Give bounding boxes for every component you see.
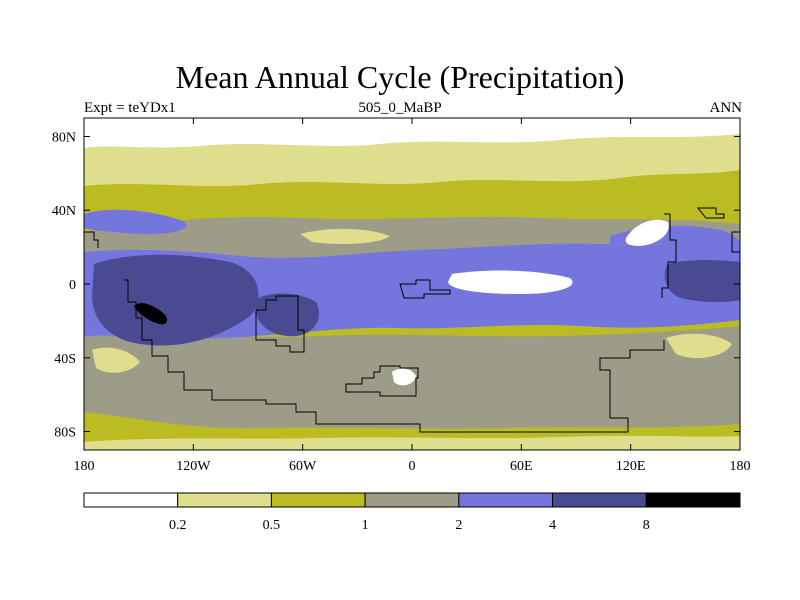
field-north-pacific-track [84, 209, 187, 235]
y-tick-label: 80S [54, 426, 76, 441]
field-dry-patch-2 [625, 219, 669, 246]
field-tropical-maximum [92, 254, 259, 346]
colorbar-label: 0.5 [263, 518, 281, 533]
colorbar-box [270, 492, 366, 508]
field-dry-patch-7 [300, 228, 390, 244]
x-tick-label: 60E [510, 459, 533, 474]
y-tick-label: 80N [52, 130, 76, 145]
field-east-maximum [664, 260, 740, 303]
continent-outlines [84, 207, 740, 433]
field-dry-patch-3 [392, 368, 416, 386]
coastline-eastern-edge [731, 231, 740, 253]
coastline-western-edge [84, 231, 99, 248]
field-secondary-maximum [256, 293, 320, 337]
x-tick-label: 120W [176, 459, 211, 474]
y-tick-label: 40N [52, 204, 76, 219]
coastline-southern-island [345, 365, 419, 397]
field-dry-patch-1 [448, 270, 573, 294]
colorbar-box [177, 492, 272, 508]
colorbar-label: 1 [362, 518, 369, 533]
colorbar-label: 4 [549, 518, 556, 533]
y-tick-label: 0 [69, 278, 76, 293]
colorbar-box [458, 492, 554, 508]
field-dry-patch-6 [666, 333, 732, 359]
coastline-eastern-margin [661, 213, 677, 298]
x-tick-label: 180 [730, 459, 751, 474]
coastline-central-island [399, 279, 451, 299]
precipitation-field [84, 118, 740, 450]
field-extreme-maximum [134, 303, 168, 325]
colorbar: 0.2 0.5 1 2 4 8 [83, 492, 741, 533]
season-label: ANN [709, 100, 743, 116]
field-dry-patch-5 [92, 347, 140, 373]
x-tick-label: 60W [289, 459, 317, 474]
colorbar-box [645, 492, 741, 508]
x-axis: 180 120W 60W 0 60E 120E 180 [74, 118, 751, 474]
field-south-dry-belt [84, 435, 740, 450]
experiment-label: Expt = teYDx1 [84, 100, 176, 116]
colorbar-box [552, 492, 647, 508]
colorbar-label: 0.2 [169, 518, 187, 533]
colorbar-label: 2 [455, 518, 462, 533]
y-tick-label: 40S [54, 352, 76, 367]
y-axis: 80N 40N 0 40S 80S [52, 130, 740, 441]
x-tick-label: 0 [409, 459, 416, 474]
colorbar-box [83, 492, 179, 508]
chart-title: Mean Annual Cycle (Precipitation) [175, 59, 625, 95]
colorbar-box [364, 492, 460, 508]
coastline-west-continent [124, 279, 665, 433]
field-north-polar-cap [84, 118, 740, 148]
coastline-interior-basin [255, 295, 305, 353]
x-tick-label: 120E [616, 459, 646, 474]
colorbar-label: 8 [643, 518, 650, 533]
x-tick-label: 180 [74, 459, 95, 474]
period-label: 505_0_MaBP [358, 100, 442, 116]
coastline-northeast-island [696, 207, 725, 219]
